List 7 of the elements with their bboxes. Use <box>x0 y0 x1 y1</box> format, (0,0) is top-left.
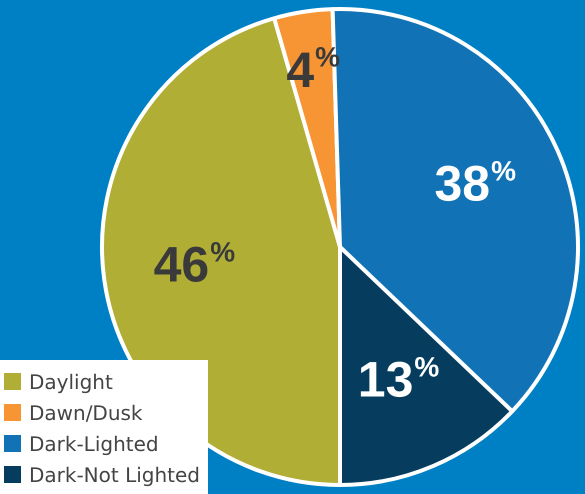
legend-label: Dawn/Dusk <box>29 400 143 424</box>
legend-label: Dark-Lighted <box>29 432 159 456</box>
data-label: 38% <box>434 156 516 212</box>
legend-label: Daylight <box>29 370 113 394</box>
data-label: 13% <box>358 351 440 408</box>
legend-label: Dark-Not Lighted <box>29 462 200 486</box>
data-label: 46% <box>154 236 236 292</box>
